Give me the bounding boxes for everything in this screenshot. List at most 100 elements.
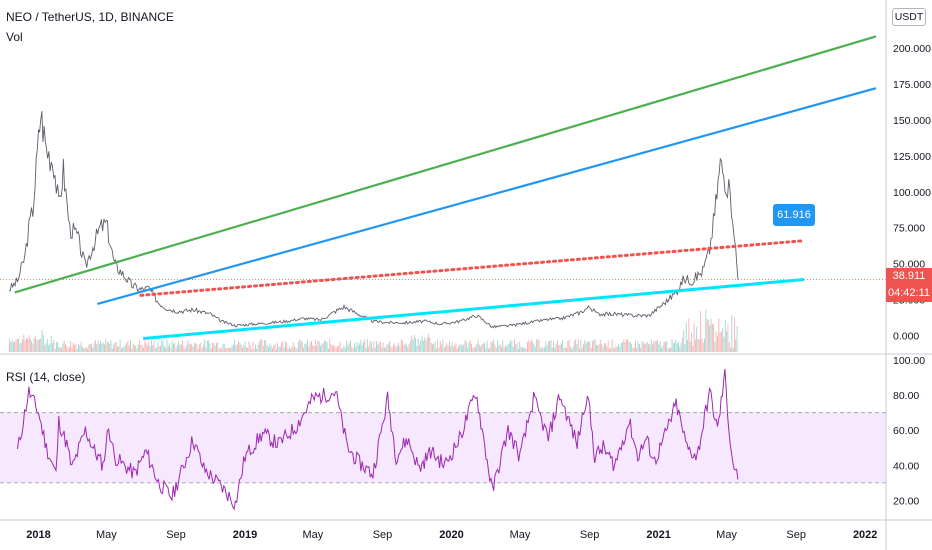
volume-bar: [115, 342, 117, 352]
volume-bar: [133, 344, 135, 352]
volume-bar: [576, 344, 578, 352]
volume-bar: [572, 346, 574, 352]
volume-bar: [459, 344, 461, 352]
volume-bar: [635, 340, 636, 352]
time-tick-label: May: [96, 529, 117, 541]
volume-bar: [654, 341, 656, 352]
volume-bar: [537, 339, 539, 352]
volume-bar: [473, 346, 475, 352]
volume-bar: [504, 345, 506, 352]
volume-bar: [132, 344, 134, 352]
volume-bar: [87, 348, 89, 352]
volume-bar: [499, 344, 501, 352]
volume-bar: [41, 330, 43, 352]
volume-bar: [655, 341, 657, 352]
volume-bar: [596, 344, 597, 352]
price-callout[interactable]: 61.916: [773, 204, 815, 226]
volume-bar: [29, 338, 31, 352]
volume-bar: [543, 347, 545, 352]
volume-bar: [153, 340, 155, 352]
volume-bar: [390, 346, 392, 352]
volume-bar: [361, 345, 363, 352]
volume-bar: [232, 344, 234, 352]
volume-bar: [124, 345, 126, 352]
volume-bar: [321, 343, 323, 352]
volume-bar: [428, 333, 430, 352]
volume-bar: [209, 343, 211, 352]
volume-bar: [389, 341, 390, 352]
volume-bar: [325, 340, 327, 352]
volume-bar: [525, 348, 527, 352]
volume-bar: [589, 341, 591, 352]
trend-line-blue: [97, 87, 877, 306]
volume-bar: [137, 344, 139, 352]
volume-bar: [632, 348, 634, 352]
volume-bar: [219, 347, 221, 352]
volume-bar: [597, 345, 599, 352]
volume-bar: [471, 343, 472, 352]
volume-bar: [369, 341, 371, 352]
rsi-plot[interactable]: [0, 368, 886, 511]
volume-bar: [131, 348, 133, 352]
volume-bar: [515, 344, 517, 352]
volume-bar: [680, 343, 682, 352]
volume-bar: [519, 341, 521, 352]
volume-bar: [88, 344, 90, 352]
volume-bar: [340, 348, 342, 352]
volume-bar: [701, 337, 703, 352]
volume-bar: [199, 344, 200, 352]
volume-bar: [247, 347, 249, 352]
volume-bar: [37, 340, 39, 352]
volume-bar: [697, 339, 699, 352]
volume-bar: [337, 346, 338, 352]
volume-bar: [700, 311, 702, 352]
volume-bar: [218, 348, 220, 352]
volume-bar: [728, 342, 730, 352]
volume-bar: [573, 340, 575, 352]
volume-bar: [644, 344, 646, 352]
volume-bar: [333, 345, 335, 352]
currency-button[interactable]: USDT: [892, 8, 926, 26]
volume-bar: [357, 345, 359, 352]
volume-bar: [424, 337, 426, 352]
volume-bar: [592, 341, 594, 352]
price-tick-label: 175.000: [893, 79, 931, 91]
volume-bar: [577, 339, 579, 352]
volume-bar: [154, 348, 156, 352]
volume-bar: [249, 345, 251, 352]
volume-bar: [622, 341, 623, 352]
volume-bar: [430, 342, 432, 352]
volume-bar: [461, 346, 463, 352]
volume-bar: [468, 342, 470, 352]
volume-bar: [193, 343, 195, 352]
volume-bar: [120, 348, 122, 352]
volume-bar: [212, 342, 213, 352]
volume-bar: [683, 330, 685, 352]
volume-bar: [186, 345, 187, 352]
volume-bar: [563, 348, 565, 352]
volume-bar: [398, 342, 400, 352]
price-plot[interactable]: [0, 35, 886, 352]
volume-bar: [277, 342, 279, 352]
volume-bar: [197, 348, 199, 352]
volume-bar: [432, 344, 433, 352]
volume-bar: [516, 342, 518, 352]
volume-bar: [507, 344, 509, 352]
volume-bar: [191, 344, 193, 352]
volume-legend[interactable]: Vol: [6, 30, 23, 44]
volume-bar: [400, 339, 402, 352]
volume-bar: [36, 339, 38, 352]
volume-bar: [452, 346, 454, 352]
volume-bar: [46, 338, 48, 352]
volume-bar: [381, 347, 383, 352]
trend-line-red_dotted: [139, 239, 806, 297]
volume-bar: [490, 342, 492, 352]
volume-bar: [675, 339, 677, 352]
volume-bar: [383, 346, 385, 352]
countdown-label: 04:42:11: [886, 285, 932, 302]
rsi-legend[interactable]: RSI (14, close): [6, 370, 86, 384]
volume-bar: [503, 347, 505, 352]
symbol-legend[interactable]: NEO / TetherUS, 1D, BINANCE: [6, 10, 174, 24]
volume-bar: [344, 348, 346, 352]
